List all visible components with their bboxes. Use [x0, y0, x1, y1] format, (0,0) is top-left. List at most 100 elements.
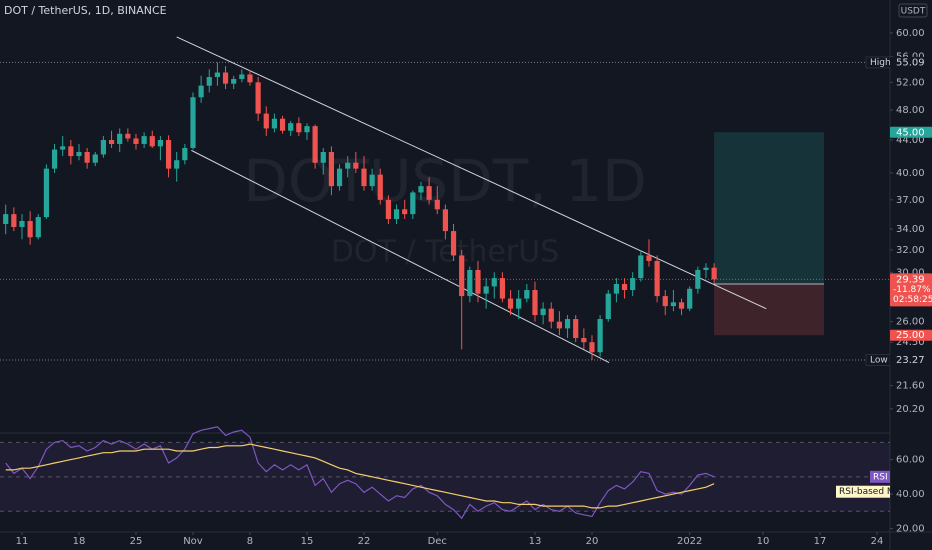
- candle-body: [646, 255, 652, 261]
- candle-body: [328, 151, 335, 187]
- candle-body: [108, 140, 115, 144]
- candle-body: [149, 136, 155, 147]
- x-tick-label: 2022: [677, 536, 702, 547]
- candle-body: [573, 319, 579, 339]
- candle-body: [3, 214, 9, 225]
- low-tag: 23.27: [896, 355, 925, 366]
- candle-body: [524, 289, 530, 299]
- candle-body: [402, 209, 408, 215]
- candle-body: [165, 140, 172, 169]
- candle-body: [263, 113, 269, 129]
- stop-tag: 25.00: [896, 330, 925, 341]
- y-tick-label: 37.00: [896, 195, 925, 206]
- candle-body: [654, 260, 660, 297]
- candle-body: [516, 298, 522, 309]
- candle-body: [483, 286, 489, 294]
- low-tag-box: [890, 354, 932, 366]
- x-tick-label: 25: [130, 536, 143, 547]
- candle-body: [68, 146, 74, 157]
- y-tick-label: 40.00: [896, 168, 925, 179]
- x-tick-label: 24: [871, 536, 884, 547]
- stop-zone: [714, 283, 825, 336]
- target-zone: [714, 132, 825, 284]
- candle-body: [426, 186, 432, 200]
- rsi-name-box: [870, 470, 890, 483]
- y-tick-label: 48.00: [896, 105, 925, 116]
- candle-body: [662, 296, 668, 307]
- candle-body: [304, 126, 310, 133]
- candle-body: [687, 288, 693, 309]
- candle-body: [76, 151, 82, 157]
- high-tag: 55.09: [896, 57, 925, 68]
- trend-line: [176, 36, 767, 310]
- candle-body: [43, 168, 50, 218]
- candle-body: [214, 72, 221, 78]
- last-tag-box: [890, 273, 932, 307]
- x-tick-label: 15: [301, 536, 314, 547]
- candle-body: [532, 289, 538, 316]
- candle-body: [581, 338, 587, 343]
- x-tick-label: 10: [757, 536, 770, 547]
- candle-body: [385, 199, 392, 220]
- x-tick-label: Nov: [183, 536, 203, 547]
- candle-body: [442, 209, 449, 232]
- candle-body: [564, 319, 571, 329]
- candle-body: [695, 269, 701, 289]
- last-price: 29.39: [896, 274, 925, 285]
- x-tick-label: 17: [814, 536, 827, 547]
- y-tick-label: 32.00: [896, 245, 925, 256]
- y-tick-label: 26.00: [896, 317, 925, 328]
- x-tick-label: 11: [16, 536, 29, 547]
- rsi-tick-label: 60.00: [896, 455, 925, 466]
- candle-body: [589, 342, 595, 353]
- candle-body: [605, 293, 611, 320]
- x-tick-label: 22: [358, 536, 371, 547]
- candle-body: [597, 319, 603, 353]
- rsi-ma-name-box: [836, 485, 890, 498]
- candle-body: [247, 74, 253, 83]
- y-tick-label: 20.20: [896, 404, 925, 415]
- candle-body: [312, 126, 318, 163]
- candle-body: [621, 283, 628, 290]
- candle-body: [84, 151, 90, 163]
- candle-body: [475, 269, 481, 294]
- candle-body: [345, 162, 351, 169]
- y-tick-label: 21.60: [896, 381, 925, 392]
- candle-body: [361, 168, 367, 187]
- candle-body: [630, 278, 636, 290]
- y-tick-label: 24.50: [896, 337, 925, 348]
- x-tick-label: 20: [586, 536, 599, 547]
- candle-body: [703, 267, 709, 270]
- candle-body: [670, 302, 677, 307]
- candle-body: [92, 154, 98, 163]
- chart-title: DOT / TetherUS, 1D, BINANCE: [4, 4, 167, 17]
- target-tag: 45.00: [896, 127, 925, 138]
- candle-body: [279, 118, 286, 131]
- candle-body: [320, 151, 326, 163]
- y-tick-label: 52.00: [896, 77, 925, 88]
- rsi-ma-name: RSI-based MA: [839, 487, 902, 497]
- candle-body: [190, 97, 196, 148]
- candle-body: [613, 283, 620, 294]
- candle-body: [271, 118, 278, 129]
- candle-body: [491, 278, 497, 287]
- y-tick-label: 34.00: [896, 224, 925, 235]
- rsi-band-fill: [0, 442, 890, 512]
- candle-body: [336, 168, 343, 187]
- candle-body: [255, 82, 261, 114]
- candle-body: [100, 140, 107, 155]
- currency-box: [898, 3, 928, 18]
- x-tick-label: 18: [73, 536, 86, 547]
- rsi-tick-label: 20.00: [896, 524, 925, 535]
- candle-body: [206, 77, 212, 86]
- x-tick-label: 13: [529, 536, 542, 547]
- candle-body: [418, 186, 424, 193]
- rsi-ma-line: [5, 443, 715, 509]
- candle-body: [353, 162, 359, 169]
- candle-body: [222, 72, 229, 84]
- candle-body: [434, 199, 440, 210]
- watermark-subtitle: DOT / TetherUS: [331, 235, 559, 270]
- candle-body: [125, 133, 131, 139]
